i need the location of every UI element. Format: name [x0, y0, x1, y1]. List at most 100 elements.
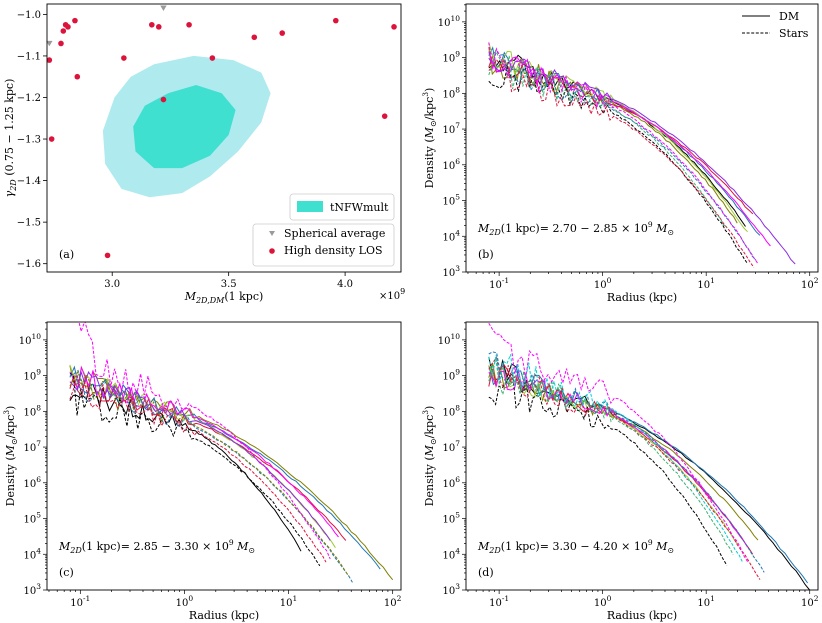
y-axis-label: γ2D (0.75 − 1.25 kpc)	[3, 79, 18, 198]
x-tick-label: 100	[176, 594, 194, 609]
panel-c: 10-1 100 101 102 103 104 105 106 107 108 109 1010 Ra…	[2, 321, 402, 622]
legend-triangle-marker	[269, 231, 275, 236]
y-tick-label: 108	[442, 403, 460, 418]
x-tick-label: 101	[697, 276, 715, 291]
y-tick-label: 107	[23, 439, 41, 454]
high-density-los-point	[391, 24, 397, 30]
panel-frame	[465, 3, 819, 273]
legend-scatter-label: Spherical average	[284, 227, 385, 240]
y-tick-label: 109	[23, 368, 41, 383]
y-axis-label: Density (M⊙/kpc3)	[421, 406, 438, 507]
y-tick-label: 106	[442, 475, 460, 490]
x-tick-label: 100	[594, 276, 612, 291]
x-tick-label: 101	[280, 594, 298, 609]
profile-dm-7	[69, 370, 331, 541]
profile-stars-6	[488, 354, 743, 563]
profile-stars-5	[488, 322, 749, 562]
x-tick-label: 102	[384, 594, 402, 609]
panel-d: 10-1 100 101 102 103 104 105 106 107 108 109 1010 Ra…	[421, 321, 819, 622]
y-tick-label: 107	[442, 121, 460, 136]
high-density-los-point	[251, 34, 258, 41]
profile-dm-2	[488, 47, 738, 224]
high-density-los-point	[381, 113, 388, 119]
legend-scatter-box	[252, 223, 395, 267]
y-tick-label: 109	[442, 368, 460, 383]
y-tick-label: 1010	[438, 14, 461, 29]
y-tick-label: 105	[23, 511, 41, 526]
x-tick-label: 10-1	[489, 594, 509, 609]
profile-stars-4	[69, 374, 327, 563]
high-density-los-point	[160, 96, 167, 103]
high-density-los-point	[58, 40, 64, 47]
profile-lines	[488, 322, 811, 590]
legend-line-label: Stars	[779, 27, 809, 40]
y-axis-label: Density (M⊙/kpc3)	[421, 88, 438, 189]
legend-contour: tNFWmult	[289, 193, 395, 221]
profile-stars-2	[69, 369, 354, 584]
profile-stars-1	[488, 372, 728, 566]
y-tick-label: −1.0	[17, 10, 41, 21]
high-density-los-point	[186, 21, 192, 28]
profile-stars-1	[69, 373, 321, 567]
y-tick-label: −1.4	[17, 176, 41, 187]
high-density-los-point	[104, 252, 111, 259]
y-tick-label: 105	[442, 193, 460, 208]
high-density-los-point	[149, 21, 155, 28]
high-density-los-point	[46, 57, 53, 63]
mass-range-annotation: M2D(1 kpc)= 2.85 − 3.30 × 109 M⊙	[58, 538, 255, 555]
legend-line-label: DM	[779, 10, 799, 23]
x-tick-label: 4.0	[337, 279, 353, 290]
high-density-los-point	[72, 17, 78, 24]
y-tick-label: −1.2	[17, 93, 41, 104]
high-density-los-point	[121, 55, 127, 61]
high-density-los-point	[60, 28, 67, 34]
high-density-los-point	[74, 73, 81, 80]
x-tick-label: 101	[697, 594, 715, 609]
contour-inner	[133, 85, 236, 169]
y-tick-label: 106	[23, 475, 41, 490]
spherical-average-point	[46, 40, 53, 47]
profile-dm-3	[69, 365, 381, 570]
y-tick-label: 1010	[19, 332, 42, 347]
y-tick-label: 109	[442, 50, 460, 65]
profile-stars-5	[488, 42, 759, 264]
high-density-los-point	[332, 17, 339, 24]
x-tick-label: 3.5	[221, 279, 237, 290]
x-tick-label: 10-1	[489, 276, 509, 291]
y-tick-label: 104	[442, 228, 460, 243]
profile-stars-5	[78, 322, 331, 560]
y-tick-label: 108	[23, 403, 41, 418]
high-density-los-point	[48, 136, 55, 142]
y-tick-label: 108	[442, 85, 460, 100]
y-tick-label: 1010	[438, 332, 461, 347]
profile-dm-6	[69, 365, 339, 538]
y-tick-label: 103	[23, 582, 41, 597]
profile-dm-4	[488, 363, 754, 555]
profile-dm-2	[488, 362, 809, 584]
y-tick-label: 107	[442, 439, 460, 454]
y-tick-label: 104	[23, 546, 41, 561]
legend-scatter-label: High density LOS	[284, 244, 383, 257]
profile-dm-5	[488, 365, 738, 544]
profile-dm-1	[69, 383, 302, 552]
y-tick-label: 103	[442, 264, 460, 279]
legend-line-styles: DM Stars	[742, 10, 809, 40]
y-tick-label: −1.3	[17, 135, 41, 146]
y-tick-label: −1.5	[17, 218, 41, 229]
x-tick-label: 100	[594, 594, 612, 609]
y-tick-label: 104	[442, 546, 460, 561]
profile-dm-3	[488, 46, 761, 236]
high-density-los-point	[209, 55, 216, 61]
panel-frame	[465, 321, 819, 591]
y-tick-label: 103	[442, 582, 460, 597]
panel-a: 3.0 3.5 4.0 −1.0 −1.1 −1.2 −1.3 −1.4 −1.5 −1.6 ×10…	[3, 3, 405, 305]
legend-contour-swatch	[297, 201, 323, 212]
panel-frame	[46, 321, 402, 591]
y-tick-label: −1.6	[17, 259, 41, 270]
x-axis-label: Radius (kpc)	[607, 609, 677, 622]
legend-contour-label: tNFWmult	[330, 201, 389, 214]
profile-stars-4	[488, 49, 728, 229]
profile-dm-4	[488, 54, 754, 215]
legend-contour-box	[289, 193, 395, 221]
